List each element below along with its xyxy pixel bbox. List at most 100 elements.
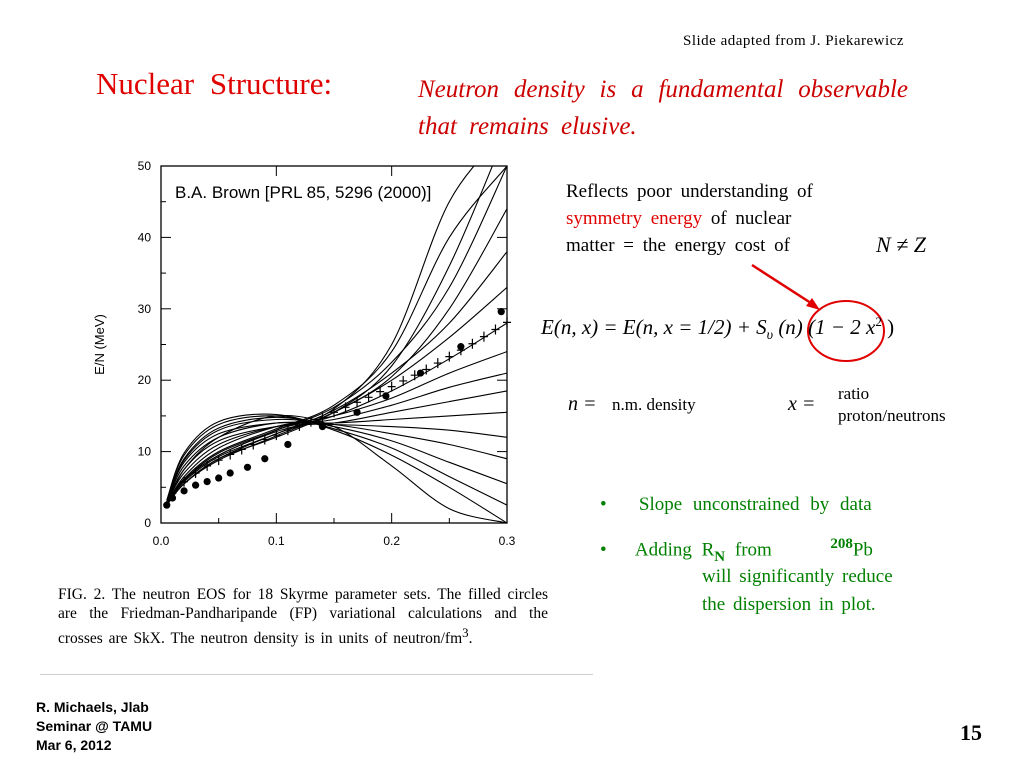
reflects-line3: matter = the energy cost of [566, 235, 790, 256]
skyrme-curve-9 [166, 390, 507, 504]
equation-S-arg: (n) [773, 315, 803, 339]
fp-circle-point [180, 487, 188, 495]
fp-circle-point [416, 369, 425, 377]
reflects-line2: of nuclear [710, 208, 792, 229]
skx-cross-point [191, 468, 200, 479]
fp-circle-point [284, 440, 292, 449]
footer-line3: Mar 6, 2012 [36, 737, 112, 753]
fp-circle-point [226, 469, 234, 477]
footer-line1: R. Michaels, Jlab [36, 699, 149, 715]
page-number: 15 [960, 720, 982, 745]
def-x-text: ratio proton/neutrons [838, 383, 946, 427]
reflects-text: Reflects poor understanding of symmetry … [566, 178, 882, 259]
equation-lhs: E(n, x) = E(n, x = 1/2) + [541, 315, 751, 339]
skx-cross-point [433, 358, 442, 369]
skyrme-curve-11 [166, 421, 507, 502]
fp-circle-point [261, 455, 269, 463]
slide-title: Nuclear Structure: [96, 66, 333, 101]
skyrme-curve-17 [166, 166, 507, 504]
fp-circle-point [192, 481, 200, 489]
caption-text: FIG. 2. The neutron EOS for 18 Skyrme pa… [58, 586, 548, 648]
reflects-line1: Reflects poor understanding of [566, 181, 813, 202]
y-tick-label: 50 [138, 159, 152, 173]
fp-circle-point [382, 392, 390, 400]
skx-cross-point [272, 430, 281, 441]
caption-divider [40, 674, 593, 675]
y-tick-label: 40 [138, 230, 152, 244]
def-x-line2: proton/neutrons [838, 406, 946, 425]
skx-cross-point [260, 434, 269, 445]
arrow-head-icon [806, 298, 820, 310]
bullet-superscript-208: 208 [830, 536, 853, 552]
figure-caption: FIG. 2. The neutron EOS for 18 Skyrme pa… [58, 585, 548, 648]
skx-cross-point [445, 351, 454, 362]
def-n-text: n.m. density [612, 395, 696, 414]
y-tick-label: 10 [138, 445, 152, 459]
caption-end: . [468, 630, 473, 648]
skx-cross-point [203, 460, 212, 471]
symmetry-energy-term: symmetry energy [566, 208, 703, 229]
skyrme-curve-18 [166, 166, 507, 505]
plot-frame [160, 165, 508, 524]
y-tick-label: 20 [138, 373, 152, 387]
fp-circle-point [318, 423, 327, 431]
chart-annotation: B.A. Brown [PRL 85, 5296 (2000)] [175, 183, 431, 202]
skyrme-curve-5 [166, 286, 507, 506]
fp-circle-point [215, 474, 223, 482]
skx-cross-point [491, 324, 500, 335]
equation-rhs: (1 − 2 x [802, 315, 876, 339]
x-tick-label: 0.2 [383, 534, 400, 548]
skyrme-curve-10 [166, 411, 507, 503]
y-tick-label: 30 [138, 302, 152, 316]
skx-cross-point [422, 364, 431, 375]
bullet-subscript-n: N [714, 549, 726, 566]
fp-circle-point [497, 308, 505, 316]
y-axis-label: E/N (MeV) [92, 314, 107, 375]
def-x-symbol: x = [788, 393, 816, 415]
caption-superscript: 3 [462, 625, 469, 640]
bullet-adding-post: Pb [852, 539, 873, 561]
skx-cross-point [295, 420, 304, 431]
highlight-circle [807, 300, 885, 362]
equation-S: S [756, 315, 767, 339]
equation-close: ) [881, 315, 895, 339]
bullet-dot-icon: • [600, 494, 607, 515]
skx-cross-point [214, 455, 223, 466]
fp-circle-point [168, 494, 177, 502]
skx-cross-point [330, 407, 338, 418]
slide-subtitle: Neutron density is a fundamental observa… [418, 76, 908, 140]
skx-cross-point [180, 476, 189, 487]
bullet-slope-text: Slope unconstrained by data [638, 494, 872, 515]
bullet-adding: • Adding RN from 208Pb [600, 536, 873, 565]
def-x-line1: ratio [838, 384, 870, 403]
arrow-annotation [751, 263, 885, 362]
fp-circle-point [243, 463, 252, 471]
skx-cross-point [318, 412, 327, 423]
skx-cross-point [249, 439, 258, 450]
skyrme-curve-4 [166, 251, 507, 505]
bullet-adding-line3: the dispersion in plot. [702, 594, 876, 615]
skyrme-curve-16 [166, 414, 507, 523]
bullet-adding-continuation: will significantly reduce the dispersion… [702, 563, 893, 619]
x-tick-label: 0.0 [153, 534, 170, 548]
equation-exponent: 2 [875, 314, 882, 329]
skx-cross-point [306, 416, 315, 427]
fp-circle-point [203, 477, 211, 486]
skx-cross-point [353, 397, 362, 408]
x-tick-label: 0.1 [268, 534, 285, 548]
equation-S-sub: υ [766, 328, 774, 344]
slide-credit: Slide adapted from J. Piekarewicz [682, 33, 904, 49]
footer-author: R. Michaels, Jlab Seminar @ TAMU Mar 6, … [36, 698, 152, 755]
skx-cross-point [387, 381, 396, 392]
bullet-slope: • Slope unconstrained by data [600, 494, 872, 516]
skx-cross-point [341, 402, 350, 413]
skx-cross-point [468, 338, 477, 349]
fp-circle-point [457, 343, 465, 351]
x-tick-label: 0.3 [499, 534, 516, 548]
skx-cross-point [399, 375, 408, 386]
skx-cross-point [283, 425, 292, 436]
skx-cross-point [237, 444, 246, 455]
fp-circle-point [353, 408, 361, 416]
skx-cross-point [503, 317, 511, 328]
